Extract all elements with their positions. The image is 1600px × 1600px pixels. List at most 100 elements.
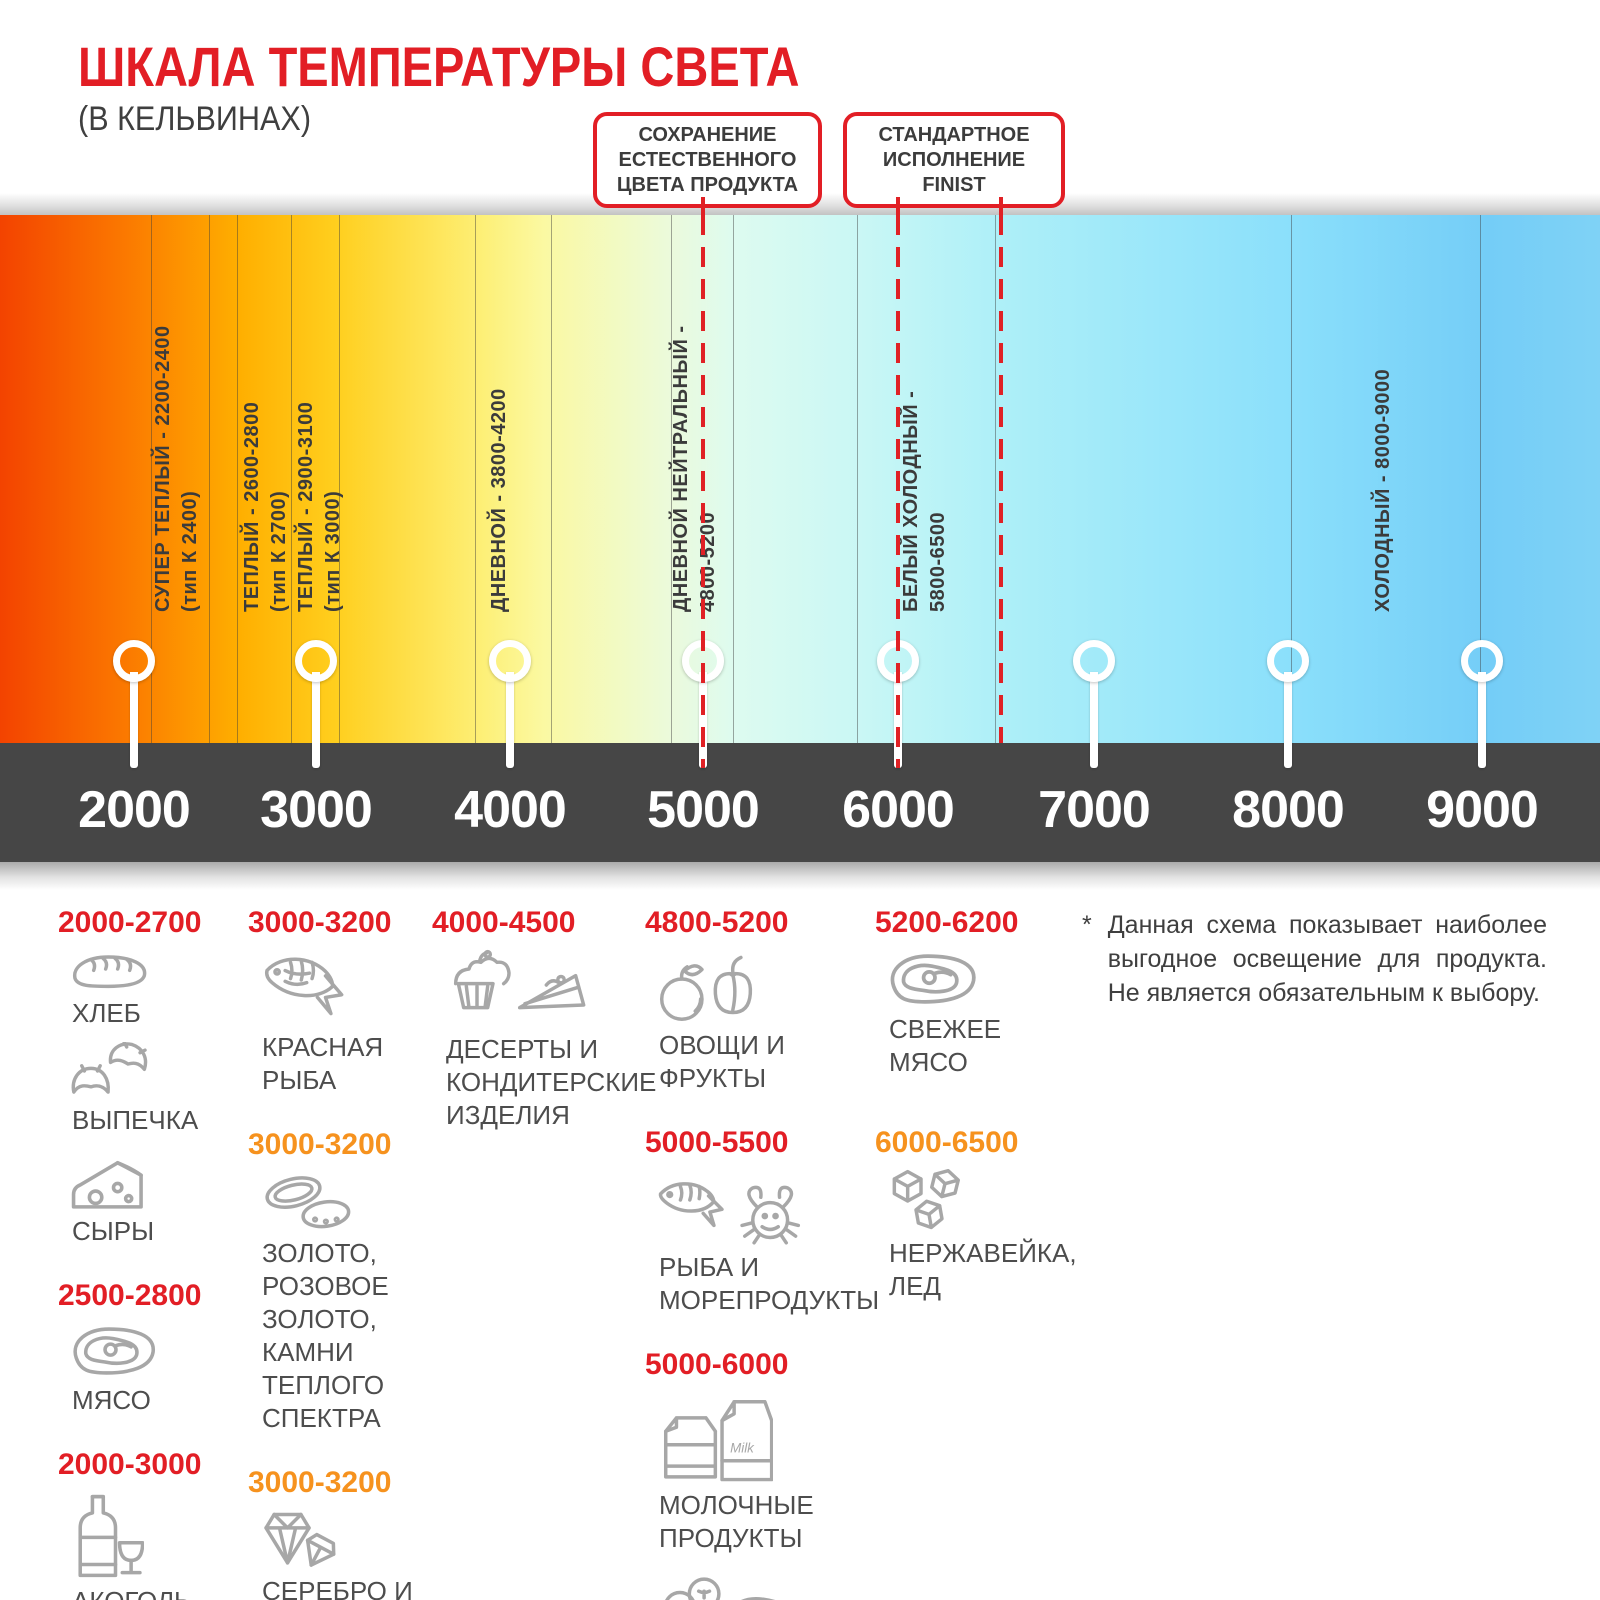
range-heading: 2500-2800	[58, 1279, 202, 1312]
milk-carton-icon: Milk	[663, 1400, 773, 1482]
dessert-icon	[453, 949, 586, 1010]
steak-icon	[890, 954, 976, 1004]
pin-stem	[312, 672, 320, 768]
range-heading: 3000-3200	[248, 1466, 392, 1499]
pin-marker-7000	[1073, 640, 1115, 682]
range-heading: 2000-3000	[58, 1448, 202, 1481]
range-heading: 4800-5200	[645, 906, 789, 939]
guide-line-finist-low	[896, 215, 900, 768]
boundary-line-3800	[475, 215, 476, 743]
apple-pepper-icon	[659, 955, 753, 1021]
range-heading: 6000-6500	[875, 1126, 1019, 1159]
legend-item-label: НЕРЖАВЕЙКА, ЛЕД	[889, 1238, 1077, 1301]
legend-item-frozen: ЗАМОРОЖЕННЫЕ ПОЛУФАБРИКАТЫ	[645, 1567, 945, 1600]
pin-marker-8000	[1267, 640, 1309, 682]
boundary-line-2200	[151, 215, 152, 743]
tick-6000: 6000	[842, 781, 955, 839]
legend-item-gold: ЗОЛОТО, РОЗОВОЕ ЗОЛОТО, КАМНИ ТЕПЛОГО СП…	[248, 1171, 438, 1435]
zone-label-warm-2700: ТЕПЛЫЙ - 2600-2800 (тип К 2700)	[241, 401, 290, 612]
tick-5000: 5000	[647, 781, 760, 839]
legend-column-5: 5200-6200 СВЕЖЕЕ МЯСО 6000-6500	[875, 905, 1105, 1315]
legend-item-label: РЫБА И МОРЕПРОДУКТЫ	[659, 1252, 880, 1315]
legend-item-label: СЕРЕБРО И БРИЛЛИАНТЫ	[262, 1576, 413, 1600]
boundary-line-6500	[995, 215, 996, 743]
zone-label-cold: ХОЛОДНЫЙ - 8000-9000	[1372, 368, 1394, 612]
pin-stem	[506, 672, 514, 768]
boundary-line-2600	[237, 215, 238, 743]
legend-item-red-fish: КРАСНАЯ РЫБА	[248, 949, 438, 1097]
legend-item-label: АКОГОЛЬ	[72, 1585, 238, 1600]
tick-9000: 9000	[1426, 781, 1539, 839]
milk-carton-text: Milk	[730, 1441, 755, 1456]
legend-item-label: СВЕЖЕЕ МЯСО	[889, 1014, 1002, 1077]
fish-crab-icon	[658, 1182, 801, 1245]
footnote-text: Данная схема показывает наиболее выгодно…	[1107, 911, 1547, 1007]
legend-item-label: ВЫПЕЧКА	[72, 1105, 199, 1135]
pin-marker-3000	[295, 640, 337, 682]
pin-stem	[130, 672, 138, 768]
legend-item-label: КРАСНАЯ РЫБА	[262, 1032, 384, 1095]
boundary-line-3100	[339, 215, 340, 743]
frozen-food-icon	[665, 1577, 776, 1600]
callout-stem	[896, 197, 900, 216]
croissant-icon	[71, 1042, 148, 1094]
legend-item-produce: ОВОЩИ И ФРУКТЫ	[645, 949, 945, 1095]
legend-item-dairy: Milk МОЛОЧНЫЕ ПРОДУКТЫ	[645, 1391, 945, 1555]
ice-cubes-icon	[892, 1169, 960, 1230]
boundary-line-8000	[1291, 215, 1292, 743]
legend-item-bread: ХЛЕБ	[58, 949, 238, 1030]
legend-item-label: ОВОЩИ И ФРУКТЫ	[659, 1030, 785, 1093]
cheese-icon	[71, 1160, 143, 1209]
range-heading: 5000-5500	[645, 1126, 789, 1159]
zone-label-super-warm: СУПЕР ТЕПЛЫЙ - 2200-2400 (тип К 2400)	[152, 325, 201, 612]
legend-item-label: ЗОЛОТО, РОЗОВОЕ ЗОЛОТО, КАМНИ ТЕПЛОГО СП…	[262, 1238, 389, 1433]
guide-line-finist-high	[999, 215, 1003, 743]
pin-marker-9000	[1461, 640, 1503, 682]
zone-label-day-neutral: ДНЕВНОЙ НЕЙТРАЛЬНЫЙ - 4800-5200	[670, 325, 719, 612]
pin-stem	[1090, 672, 1098, 768]
legend-item-cheese: СЫРЫ	[58, 1149, 238, 1248]
axis-bar	[0, 743, 1600, 862]
legend-item-diamonds: СЕРЕБРО И БРИЛЛИАНТЫ	[248, 1509, 438, 1600]
boundary-line-9000	[1480, 215, 1481, 743]
range-heading: 4000-4500	[432, 906, 576, 939]
pin-marker-4000	[489, 640, 531, 682]
meat-icon	[73, 1327, 155, 1375]
boundary-line-2800	[291, 215, 292, 743]
legend-item-desserts: ДЕСЕРТЫ И КОНДИТЕРСКИЕ ИЗДЕЛИЯ	[432, 949, 657, 1132]
fish-icon	[265, 957, 344, 1016]
legend-column-1: 2000-2700 ХЛЕБ ВЫПЕЧКА	[58, 905, 238, 1600]
legend-item-pastry: ВЫПЕЧКА	[58, 1042, 238, 1137]
tick-2000: 2000	[78, 781, 191, 839]
range-heading: 2000-2700	[58, 906, 202, 939]
alcohol-icon	[78, 1494, 144, 1578]
callout-natural-color: СОХРАНЕНИЕ ЕСТЕСТВЕННОГО ЦВЕТА ПРОДУКТА	[593, 112, 822, 208]
guide-line-natural-color	[701, 215, 705, 768]
callout-stem	[701, 197, 705, 216]
page-title: ШКАЛА ТЕМПЕРАТУРЫ СВЕТА	[78, 35, 800, 98]
boundary-line-5800	[857, 215, 858, 743]
boundary-line-4800	[671, 215, 672, 743]
legend-item-label: ДЕСЕРТЫ И КОНДИТЕРСКИЕ ИЗДЕЛИЯ	[446, 1034, 657, 1130]
callout-stem	[999, 197, 1003, 216]
boundary-line-2400	[209, 215, 210, 743]
boundary-line-5200	[733, 215, 734, 743]
range-heading: 5000-6000	[645, 1348, 789, 1381]
rings-icon	[265, 1176, 351, 1229]
legend-item-label: ХЛЕБ	[72, 998, 141, 1028]
legend-item-label: СЫРЫ	[72, 1216, 155, 1246]
range-heading: 5200-6200	[875, 906, 1019, 939]
tick-8000: 8000	[1232, 781, 1345, 839]
legend-item-ice: НЕРЖАВЕЙКА, ЛЕД	[875, 1169, 1105, 1303]
legend-item-label: МОЛОЧНЫЕ ПРОДУКТЫ	[659, 1490, 814, 1553]
tick-7000: 7000	[1038, 781, 1151, 839]
legend-column-3: 4000-4500 ДЕСЕРТЫ И КОНДИТЕРСКИЕ ИЗДЕЛИЯ	[432, 905, 657, 1144]
legend-item-seafood: РЫБА И МОРЕПРОДУКТЫ	[645, 1169, 945, 1317]
range-heading: 3000-3200	[248, 906, 392, 939]
zone-label-daylight: ДНЕВНОЙ - 3800-4200	[488, 388, 510, 612]
footnote: * Данная схема показывает наиболее выгод…	[1082, 908, 1547, 1010]
pin-stem	[1284, 672, 1292, 768]
zone-label-white-cold: БЕЛЫЙ ХОЛОДНЫЙ - 5800-6500	[900, 390, 949, 612]
zone-label-warm-3000: ТЕПЛЫЙ - 2900-3100 (тип К 3000)	[295, 401, 344, 612]
